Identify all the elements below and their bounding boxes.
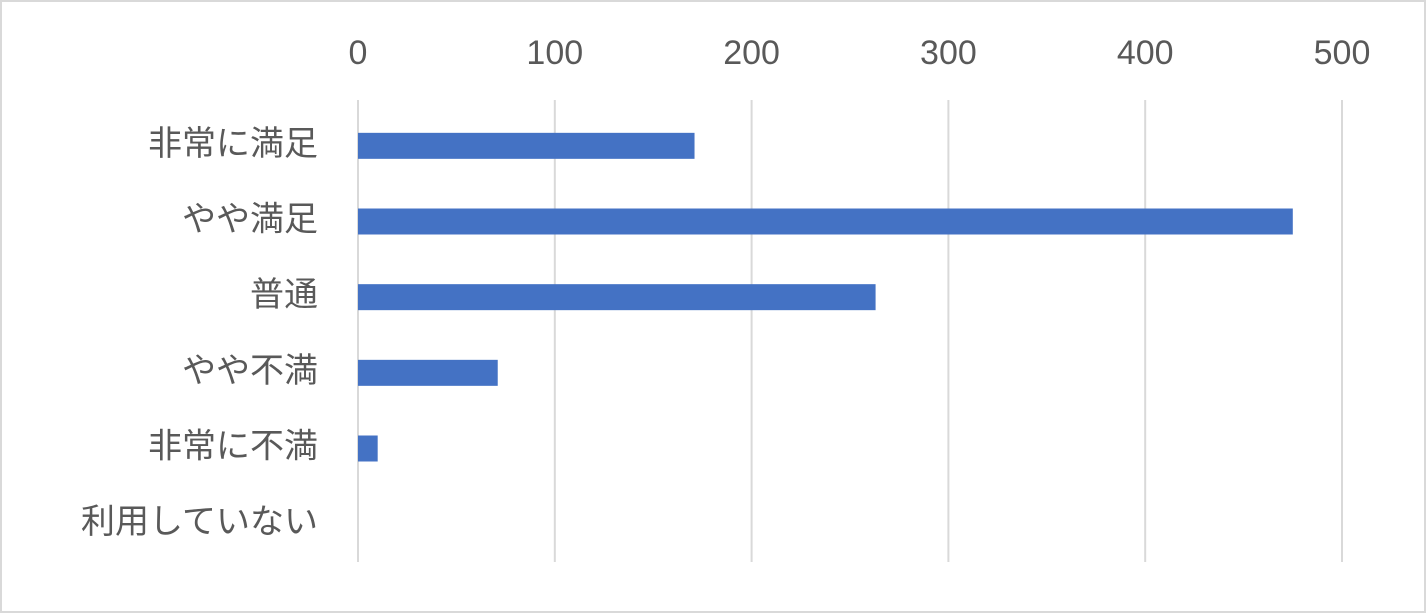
bar: [358, 132, 695, 159]
bar: [358, 284, 876, 311]
bar: [358, 208, 1293, 235]
y-tick-label: やや満足: [182, 200, 318, 238]
bar: [358, 435, 378, 462]
y-tick-label: 利用していない: [81, 503, 318, 541]
x-tick-label: 0: [349, 34, 368, 72]
x-tick-label: 300: [920, 34, 977, 72]
y-tick-label: 非常に満足: [148, 125, 318, 163]
x-tick-label: 400: [1117, 34, 1174, 72]
y-tick-label: やや不満: [182, 352, 318, 390]
y-tick-label: 普通: [250, 276, 318, 314]
x-tick-label: 200: [723, 34, 780, 72]
bar: [358, 359, 498, 386]
y-tick-label: 非常に不満: [148, 427, 318, 465]
x-tick-label: 100: [526, 34, 583, 72]
x-tick-label: 500: [1314, 34, 1371, 72]
